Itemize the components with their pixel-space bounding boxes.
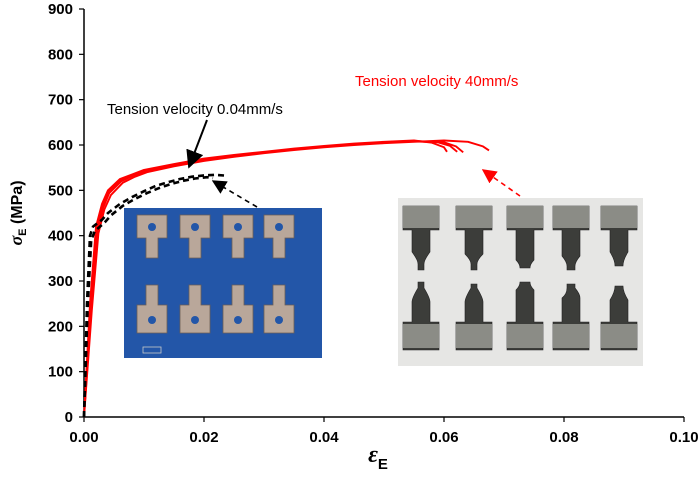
y-tick-label: 800 xyxy=(48,46,73,63)
y-tick-label: 900 xyxy=(48,1,73,18)
y-tick-label: 400 xyxy=(48,228,73,245)
arrow-photo-to-red-curve xyxy=(481,169,521,197)
x-tick-label: 0.06 xyxy=(429,429,458,446)
y-ticks: 0 100 200 300 400 500 600 700 800 900 xyxy=(48,1,84,426)
x-tick-label: 0.00 xyxy=(69,429,98,446)
y-axis-label: σE (MPa) xyxy=(6,180,29,245)
y-tick-label: 500 xyxy=(48,182,73,199)
low-velocity-specimens-photo xyxy=(124,208,322,358)
y-tick-label: 700 xyxy=(48,92,73,109)
series-1-run-4-line xyxy=(83,139,490,418)
x-tick-label: 0.10 xyxy=(669,429,698,446)
x-tick-label: 0.08 xyxy=(549,429,578,446)
series-layer xyxy=(82,139,490,418)
y-tick-label: 600 xyxy=(48,137,73,154)
series-2-run-1-line xyxy=(82,173,229,418)
y-tick-label: 300 xyxy=(48,273,73,290)
annotation-004mm: Tension velocity 0.04mm/s xyxy=(107,101,283,118)
y-tick-label: 0 xyxy=(65,409,73,426)
x-tick-label: 0.04 xyxy=(309,429,339,446)
y-tick-label: 200 xyxy=(48,318,73,335)
x-tick-label: 0.02 xyxy=(189,429,218,446)
y-tick-label: 100 xyxy=(48,364,73,381)
high-velocity-specimens-photo xyxy=(398,198,643,366)
arrow-photo-to-dashed-curve xyxy=(211,180,258,208)
arrow-004mm-to-curve xyxy=(186,119,208,169)
annotation-40mm: Tension velocity 40mm/s xyxy=(355,73,518,90)
x-ticks: 0.00 0.02 0.04 0.06 0.08 0.10 xyxy=(69,417,699,446)
x-axis-label: εE xyxy=(368,442,388,473)
series-2-run-2-line xyxy=(82,175,214,418)
